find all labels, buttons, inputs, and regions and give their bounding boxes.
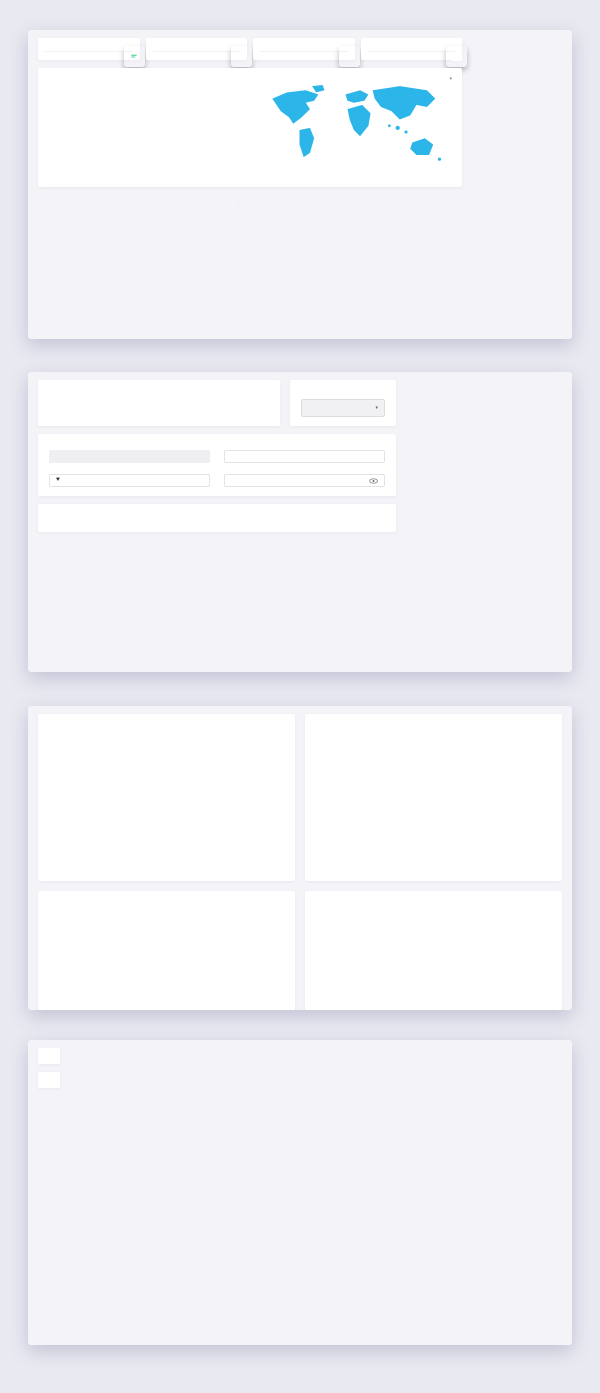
hoverable-table-card bbox=[38, 1072, 60, 1088]
filled-text-field[interactable] bbox=[49, 450, 210, 463]
stat-value bbox=[367, 47, 455, 52]
eye-icon[interactable] bbox=[369, 477, 378, 484]
revenue-by-location-card: ▾ bbox=[38, 68, 462, 187]
stat-card-annual-profit: $ bbox=[145, 38, 247, 62]
stat-value bbox=[260, 47, 348, 52]
traffic-sparkline bbox=[328, 208, 454, 240]
date-range-select[interactable]: ▾ bbox=[447, 76, 452, 82]
line-chart bbox=[47, 725, 286, 875]
charts-screen bbox=[28, 706, 572, 1010]
name-input[interactable] bbox=[231, 453, 378, 460]
world-map bbox=[264, 78, 452, 183]
message-icon bbox=[124, 46, 145, 67]
legend-swatch bbox=[158, 901, 171, 906]
caret-down-icon: ▾ bbox=[375, 405, 378, 411]
name-input[interactable] bbox=[231, 477, 365, 484]
name-input[interactable] bbox=[63, 477, 203, 484]
more-options-icon[interactable]: ⋮ bbox=[447, 201, 454, 209]
revenue-table bbox=[48, 82, 256, 183]
line-chart-card bbox=[38, 714, 295, 881]
bar-chart-card bbox=[305, 714, 562, 881]
password-text-field[interactable] bbox=[224, 474, 385, 487]
area-chart bbox=[47, 909, 286, 1010]
area-chart-legend bbox=[47, 901, 286, 906]
stat-card-lead-conversion bbox=[253, 38, 355, 60]
credit-card-icon bbox=[446, 46, 467, 67]
doughnut-chart-card bbox=[305, 891, 562, 1010]
switch-card bbox=[38, 380, 280, 426]
more-options-icon[interactable]: ⋮ bbox=[230, 201, 237, 209]
bar-chart bbox=[314, 725, 553, 875]
doughnut-chart bbox=[314, 904, 553, 1010]
impressions-card: ⋮ bbox=[38, 195, 245, 257]
traffic-card: ⋮ bbox=[255, 195, 462, 257]
food-group-select[interactable]: ▾ bbox=[301, 399, 385, 417]
select-menu-card: ▾ bbox=[290, 380, 396, 426]
trending-up-icon bbox=[339, 46, 360, 67]
impressions-sparkline bbox=[111, 208, 237, 240]
stat-value bbox=[152, 47, 240, 52]
stat-card-borrowed bbox=[38, 38, 140, 61]
tables-screen bbox=[28, 1040, 572, 1345]
dashboard-screen: $ bbox=[28, 30, 572, 339]
area-chart-card bbox=[38, 891, 295, 1010]
name-input[interactable] bbox=[55, 453, 204, 460]
checkbox-card bbox=[38, 504, 396, 532]
dollar-icon: $ bbox=[231, 46, 252, 67]
stat-value bbox=[45, 47, 133, 52]
heart-icon: ♥ bbox=[56, 476, 60, 484]
icon-text-field[interactable]: ♥ bbox=[49, 474, 210, 487]
basic-table-card bbox=[38, 1048, 60, 1064]
text-field-card: ♥ bbox=[38, 434, 396, 496]
stats-row: $ bbox=[38, 38, 462, 62]
caret-down-icon: ▾ bbox=[449, 76, 452, 82]
forms-screen: ▾ ♥ bbox=[28, 372, 572, 672]
outlined-text-field[interactable] bbox=[224, 450, 385, 463]
stat-card-average-income bbox=[360, 38, 462, 61]
